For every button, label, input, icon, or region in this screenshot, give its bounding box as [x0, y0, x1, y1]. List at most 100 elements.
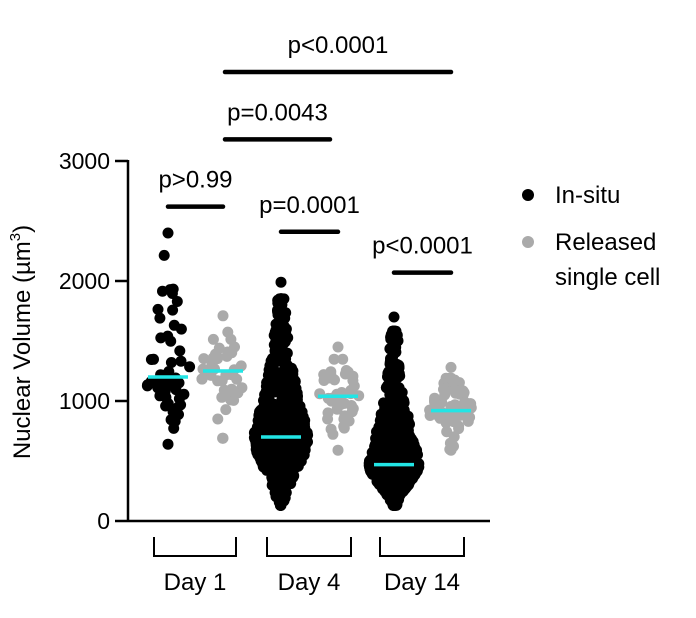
data-point	[445, 444, 457, 456]
data-point	[329, 374, 340, 386]
data-point	[347, 375, 359, 387]
data-point	[380, 416, 392, 428]
data-point	[156, 377, 168, 389]
data-point	[274, 293, 286, 305]
data-point	[284, 369, 295, 381]
p-value-label: p<0.0001	[372, 233, 473, 260]
data-point	[167, 283, 179, 295]
data-point	[396, 386, 408, 398]
data-point	[220, 404, 232, 416]
data-point	[157, 285, 168, 297]
data-point	[257, 461, 269, 473]
data-point	[158, 249, 170, 261]
legend-marker-in-situ	[522, 189, 534, 201]
data-point	[448, 431, 460, 443]
data-point	[156, 387, 168, 398]
data-point	[347, 403, 359, 415]
data-point	[173, 409, 184, 420]
p-value-label: p=0.0001	[259, 192, 360, 219]
data-point	[175, 355, 187, 367]
data-point	[387, 330, 399, 342]
p-value-label: p<0.0001	[288, 32, 389, 59]
data-point	[445, 372, 457, 384]
data-point	[184, 361, 196, 373]
data-point	[167, 304, 179, 316]
data-point	[374, 477, 386, 489]
data-point	[390, 421, 402, 433]
x-category-label: Day 14	[384, 569, 460, 596]
data-point	[274, 461, 286, 473]
data-point	[464, 411, 476, 423]
data-point	[226, 347, 238, 359]
data-point	[396, 483, 408, 495]
data-point	[228, 394, 240, 406]
data-point	[379, 485, 391, 497]
data-point	[162, 438, 174, 450]
data-point	[171, 296, 183, 307]
data-point	[445, 361, 457, 373]
data-point	[228, 386, 240, 398]
data-point	[280, 401, 292, 413]
data-point	[464, 398, 476, 410]
data-point	[165, 335, 177, 347]
data-point	[275, 276, 287, 288]
data-point	[231, 373, 243, 385]
significance-annotations: p>0.99 p=0.0001 p<0.0001 p=0.0043 p<0.0001	[158, 32, 473, 275]
median-lines	[148, 369, 471, 467]
data-point	[174, 345, 186, 357]
data-point	[322, 413, 334, 425]
y-tick-label: 2000	[59, 268, 110, 294]
data-point	[275, 499, 287, 511]
p-value-label: p>0.99	[158, 167, 232, 194]
data-point	[339, 368, 351, 380]
data-point	[272, 481, 284, 493]
data-point	[175, 323, 187, 335]
data-point	[270, 383, 282, 395]
data-point	[279, 448, 290, 460]
data-point	[218, 384, 230, 396]
data-point	[337, 353, 349, 365]
data-point	[448, 384, 460, 396]
data-point	[390, 346, 402, 358]
data-point	[288, 470, 300, 482]
legend-label-released-line2: single cell	[555, 264, 660, 291]
data-point	[263, 441, 275, 453]
data-point	[293, 455, 305, 467]
legend-label-released: Released	[555, 229, 656, 256]
data-point	[388, 499, 400, 511]
data-point	[453, 420, 465, 432]
data-point	[388, 311, 400, 323]
category-bracket	[379, 537, 465, 557]
data-point	[290, 382, 302, 394]
data-point	[327, 428, 339, 440]
data-point	[196, 373, 208, 385]
data-point	[394, 407, 406, 419]
x-category-label: Day 4	[278, 569, 341, 596]
data-point	[275, 316, 286, 327]
data-point	[258, 394, 270, 406]
data-point	[298, 418, 310, 430]
data-point	[301, 427, 313, 439]
data-point	[370, 449, 382, 461]
data-point	[266, 466, 278, 478]
data-point	[165, 357, 177, 368]
data-point	[411, 459, 423, 471]
y-tick-label: 0	[97, 508, 110, 534]
data-point	[217, 310, 229, 322]
y-tick-label: 3000	[59, 148, 110, 174]
y-axis: 0 1000 2000 3000	[59, 148, 490, 534]
data-point	[155, 332, 167, 344]
data-point	[405, 447, 417, 459]
data-point	[162, 227, 174, 239]
data-point	[264, 421, 276, 432]
data-point	[398, 395, 410, 407]
data-point	[377, 427, 389, 439]
data-point	[280, 330, 292, 342]
data-point	[276, 414, 288, 426]
legend-label-in-situ: In-situ	[555, 182, 620, 209]
p-value-label: p=0.0043	[227, 99, 328, 126]
category-bracket	[266, 537, 352, 557]
data-point	[332, 444, 344, 456]
legend-marker-released	[522, 236, 534, 248]
